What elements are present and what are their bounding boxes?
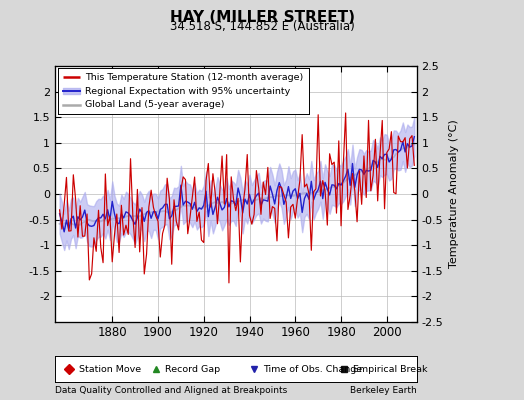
Y-axis label: Temperature Anomaly (°C): Temperature Anomaly (°C) — [449, 120, 458, 268]
Text: Record Gap: Record Gap — [165, 364, 221, 374]
Text: HAY (MILLER STREET): HAY (MILLER STREET) — [169, 10, 355, 25]
Text: Data Quality Controlled and Aligned at Breakpoints: Data Quality Controlled and Aligned at B… — [55, 386, 287, 395]
Text: Global Land (5-year average): Global Land (5-year average) — [85, 100, 225, 109]
Text: 34.518 S, 144.852 E (Australia): 34.518 S, 144.852 E (Australia) — [170, 20, 354, 33]
Text: This Temperature Station (12-month average): This Temperature Station (12-month avera… — [85, 73, 303, 82]
Text: Station Move: Station Move — [79, 364, 140, 374]
Text: Empirical Break: Empirical Break — [353, 364, 428, 374]
Text: Regional Expectation with 95% uncertainty: Regional Expectation with 95% uncertaint… — [85, 86, 290, 96]
Text: Time of Obs. Change: Time of Obs. Change — [263, 364, 362, 374]
Text: Berkeley Earth: Berkeley Earth — [350, 386, 417, 395]
